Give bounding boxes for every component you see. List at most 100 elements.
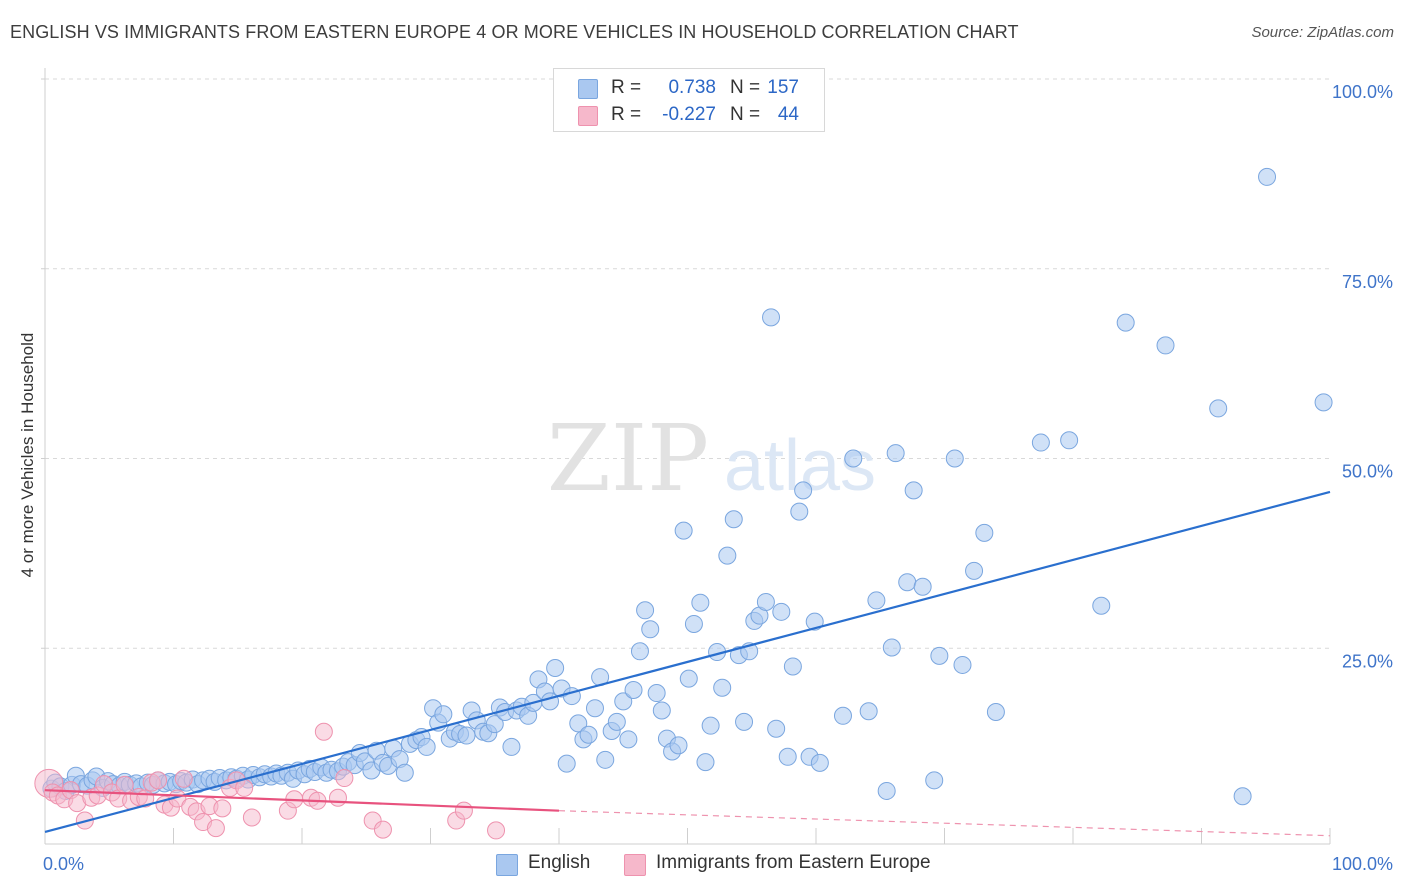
immigrants-point <box>174 769 193 788</box>
english-point <box>859 702 878 721</box>
english-point <box>569 714 588 733</box>
immigrants-point <box>454 801 473 820</box>
english-point <box>1258 167 1277 186</box>
english-point <box>557 754 576 773</box>
english-point <box>886 444 905 463</box>
english-point <box>607 712 626 731</box>
immigrants-point <box>328 788 347 807</box>
english-point <box>778 747 797 766</box>
english-point <box>1233 787 1252 806</box>
english-point <box>684 614 703 633</box>
watermark-zip: ZIP <box>547 405 709 512</box>
gridlines <box>45 78 1330 649</box>
english-point <box>898 573 917 592</box>
tick-labels: 25.0% 50.0% 75.0% 100.0% 0.0% 100.0% <box>43 82 1393 874</box>
english-point <box>614 692 633 711</box>
y-tick-label: 75.0% <box>1342 272 1393 292</box>
english-point <box>1031 433 1050 452</box>
english-point <box>756 592 775 611</box>
series-immigrants-points <box>34 722 506 840</box>
n-label: N = <box>730 77 761 98</box>
english-point <box>1092 596 1111 615</box>
english-point <box>783 657 802 676</box>
english-point <box>975 523 994 542</box>
english-point <box>805 612 824 631</box>
y-tick-label: 25.0% <box>1342 651 1393 671</box>
english-point <box>674 521 693 540</box>
english-point <box>1209 399 1228 418</box>
y-axis-label: 4 or more Vehicles in Household <box>18 332 37 578</box>
series-english-points <box>42 167 1333 806</box>
english-point <box>724 510 743 529</box>
immigrants-point <box>206 819 225 838</box>
y-tick-label: 100.0% <box>1332 82 1393 102</box>
english-point <box>652 701 671 720</box>
english-point <box>925 771 944 790</box>
english-point <box>867 591 886 610</box>
english-point <box>953 655 972 674</box>
n-value: 157 <box>767 77 799 98</box>
english-point <box>696 753 715 772</box>
english-point <box>457 726 476 745</box>
axes <box>41 68 1331 845</box>
english-point <box>930 646 949 665</box>
english-point <box>1156 336 1175 355</box>
english-point <box>417 737 436 756</box>
immigrants-point <box>149 771 168 790</box>
english-point <box>701 716 720 735</box>
english-point <box>772 602 791 621</box>
english-point <box>502 737 521 756</box>
english-point <box>596 750 615 769</box>
english-point <box>844 449 863 468</box>
r-label: R = <box>611 77 642 98</box>
english-point <box>882 638 901 657</box>
english-point <box>810 753 829 772</box>
english-point <box>965 561 984 580</box>
immigrants-point <box>213 799 232 818</box>
x-tick-label: 100.0% <box>1332 854 1393 874</box>
english-point <box>636 601 655 620</box>
english-point <box>630 642 649 661</box>
r-value: 0.738 <box>668 77 716 98</box>
english-point <box>624 680 643 699</box>
english-point <box>794 481 813 500</box>
english-point <box>833 706 852 725</box>
chart-title: ENGLISH VS IMMIGRANTS FROM EASTERN EUROP… <box>10 22 1019 42</box>
english-point <box>434 705 453 724</box>
english-point <box>718 546 737 565</box>
english-point <box>762 308 781 327</box>
immigrants-swatch <box>624 854 646 876</box>
english-point <box>767 719 786 738</box>
english-point <box>713 678 732 697</box>
english-point <box>647 684 666 703</box>
english-point <box>579 725 598 744</box>
immigrants-point <box>235 778 254 797</box>
legend: English Immigrants from Eastern Europe <box>0 852 1406 878</box>
immigrants-point <box>115 775 134 794</box>
stats-box: R = 0.738 N = 157 R = -0.227 N = 44 <box>553 68 825 132</box>
english-point <box>395 763 414 782</box>
english-point <box>945 449 964 468</box>
english-point <box>1314 393 1333 412</box>
english-point <box>641 620 660 639</box>
english-point <box>904 481 923 500</box>
immigrants-point <box>487 821 506 840</box>
n-label: N = <box>730 104 761 125</box>
english-point <box>619 730 638 749</box>
english-swatch <box>578 79 598 99</box>
english-point <box>913 577 932 596</box>
immigrants-point <box>314 722 333 741</box>
legend-label-english: English <box>528 852 591 873</box>
r-value: -0.227 <box>662 104 716 125</box>
immigrants-point <box>242 808 261 827</box>
x-tick-label: 0.0% <box>43 854 84 874</box>
english-point <box>669 736 688 755</box>
english-point <box>1060 431 1079 450</box>
english-point <box>585 699 604 718</box>
immigrants-point <box>335 769 354 788</box>
english-point <box>1116 313 1135 332</box>
r-label: R = <box>611 104 642 125</box>
immigrants-trend-line-extension <box>558 810 1331 837</box>
immigrants-point <box>373 820 392 839</box>
